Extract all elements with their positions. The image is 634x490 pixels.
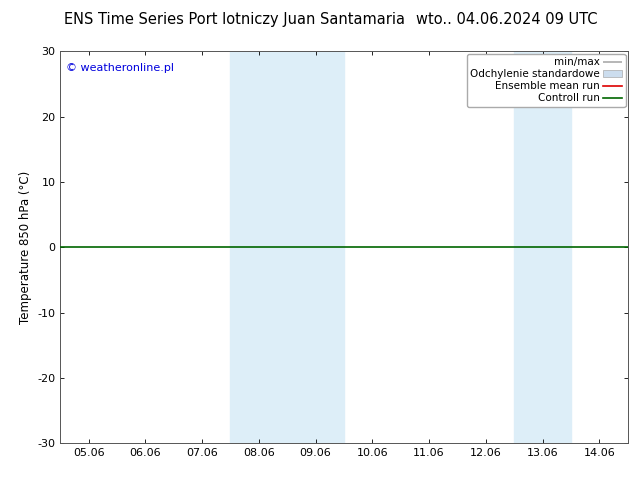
Bar	[287, 51, 344, 443]
Bar	[231, 51, 287, 443]
Text: wto.. 04.06.2024 09 UTC: wto.. 04.06.2024 09 UTC	[417, 12, 598, 27]
Text: ENS Time Series Port lotniczy Juan Santamaria: ENS Time Series Port lotniczy Juan Santa…	[64, 12, 405, 27]
Bar	[514, 51, 571, 443]
Y-axis label: Temperature 850 hPa (°C): Temperature 850 hPa (°C)	[18, 171, 32, 324]
Legend: min/max, Odchylenie standardowe, Ensemble mean run, Controll run: min/max, Odchylenie standardowe, Ensembl…	[467, 53, 626, 107]
Text: © weatheronline.pl: © weatheronline.pl	[66, 63, 174, 73]
